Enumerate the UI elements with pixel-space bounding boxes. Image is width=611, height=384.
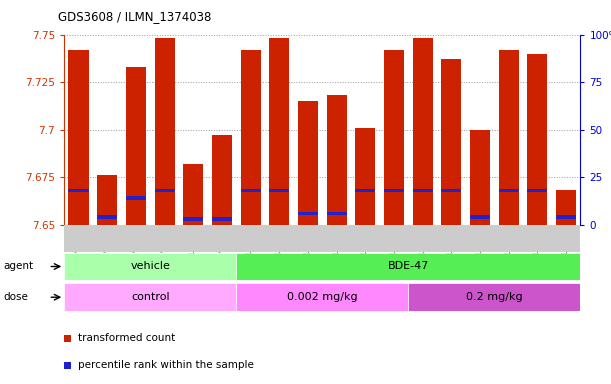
Bar	[236, 283, 408, 311]
Bar	[97, 175, 117, 225]
Text: percentile rank within the sample: percentile rank within the sample	[78, 360, 254, 370]
Bar	[269, 189, 290, 192]
Bar	[470, 129, 490, 225]
Bar	[212, 217, 232, 221]
Bar	[269, 38, 290, 225]
Bar	[408, 283, 580, 311]
Bar	[298, 212, 318, 215]
Bar	[155, 38, 175, 225]
Bar	[355, 189, 375, 192]
Bar	[298, 101, 318, 225]
Bar	[68, 50, 89, 225]
Text: BDE-47: BDE-47	[387, 262, 429, 271]
Bar	[527, 189, 547, 192]
Bar	[155, 189, 175, 192]
Bar	[412, 189, 433, 192]
Text: dose: dose	[3, 292, 28, 302]
Bar	[97, 215, 117, 219]
Bar	[126, 196, 146, 200]
Bar	[126, 67, 146, 225]
Bar	[183, 217, 203, 221]
Bar	[384, 189, 404, 192]
Text: vehicle: vehicle	[130, 262, 170, 271]
Bar	[499, 50, 519, 225]
Bar	[441, 59, 461, 225]
Bar	[241, 189, 261, 192]
Text: control: control	[131, 292, 169, 302]
Bar	[64, 253, 236, 280]
Bar	[470, 215, 490, 219]
Bar	[556, 215, 576, 219]
Text: agent: agent	[3, 262, 33, 271]
Bar	[527, 53, 547, 225]
Text: 0.002 mg/kg: 0.002 mg/kg	[287, 292, 357, 302]
Bar	[241, 50, 261, 225]
Text: transformed count: transformed count	[78, 333, 175, 343]
Bar	[499, 189, 519, 192]
Bar	[412, 38, 433, 225]
Bar	[441, 189, 461, 192]
Bar	[236, 253, 580, 280]
Bar	[64, 283, 236, 311]
Bar	[327, 212, 346, 215]
Text: GDS3608 / ILMN_1374038: GDS3608 / ILMN_1374038	[58, 10, 211, 23]
Bar	[183, 164, 203, 225]
Bar	[355, 128, 375, 225]
Bar	[68, 189, 89, 192]
Text: 0.2 mg/kg: 0.2 mg/kg	[466, 292, 523, 302]
Bar	[327, 95, 346, 225]
Bar	[556, 190, 576, 225]
Bar	[384, 50, 404, 225]
Bar	[212, 135, 232, 225]
